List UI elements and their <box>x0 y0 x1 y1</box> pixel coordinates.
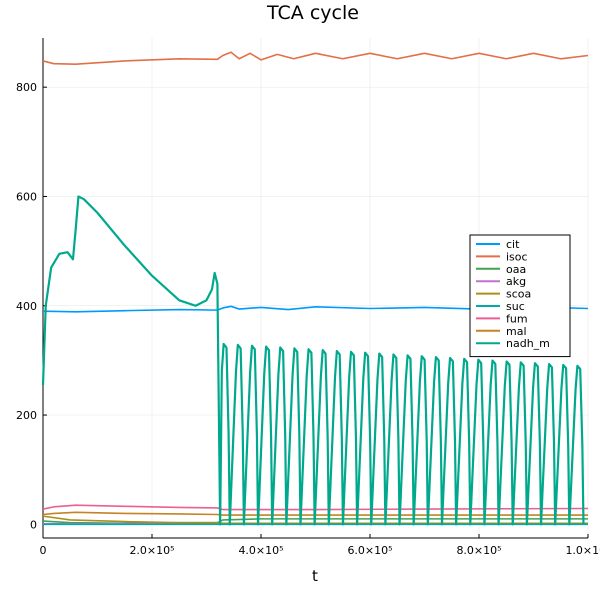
y-tick-label: 0 <box>30 518 37 531</box>
legend-label-oaa: oaa <box>506 263 526 276</box>
legend-label-scoa: scoa <box>506 288 531 301</box>
series-line-nadh_m <box>41 195 585 526</box>
legend-label-nadh_m: nadh_m <box>506 337 550 350</box>
series-line-isoc <box>42 51 589 66</box>
legend-label-isoc: isoc <box>506 250 528 263</box>
x-tick-label: 4.0×10⁵ <box>238 544 283 557</box>
series-line-scoa <box>42 515 588 525</box>
y-tick-label: 800 <box>16 81 37 94</box>
x-tick-label: 0 <box>40 544 47 557</box>
y-tick-label: 200 <box>16 409 37 422</box>
x-tick-label: 8.0×10⁵ <box>456 544 501 557</box>
x-tick-label: 2.0×10⁵ <box>129 544 174 557</box>
legend-label-akg: akg <box>506 275 526 288</box>
series-line-mal <box>42 511 588 516</box>
tick-labels: 0 2.0×10⁵ 4.0×10⁵ 6.0×10⁵ 8.0×10⁵ 1.0×10⁶ 0 200… <box>16 81 600 557</box>
y-tick-label: 400 <box>16 300 37 313</box>
legend-label-cit: cit <box>506 238 520 251</box>
chart-title: TCA cycle <box>266 2 359 24</box>
legend-label-fum: fum <box>506 312 528 325</box>
legend-box <box>469 234 571 358</box>
legend-label-suc: suc <box>506 300 525 313</box>
series-line-cit <box>42 305 589 313</box>
series-layer <box>41 51 589 526</box>
axes <box>42 38 589 539</box>
x-tick-label: 6.0×10⁵ <box>347 544 392 557</box>
legend-label-mal: mal <box>506 325 527 338</box>
x-tick-label: 1.0×10⁶ <box>565 544 600 557</box>
y-tick-label: 600 <box>16 190 37 203</box>
x-axis-label: t <box>312 567 318 585</box>
